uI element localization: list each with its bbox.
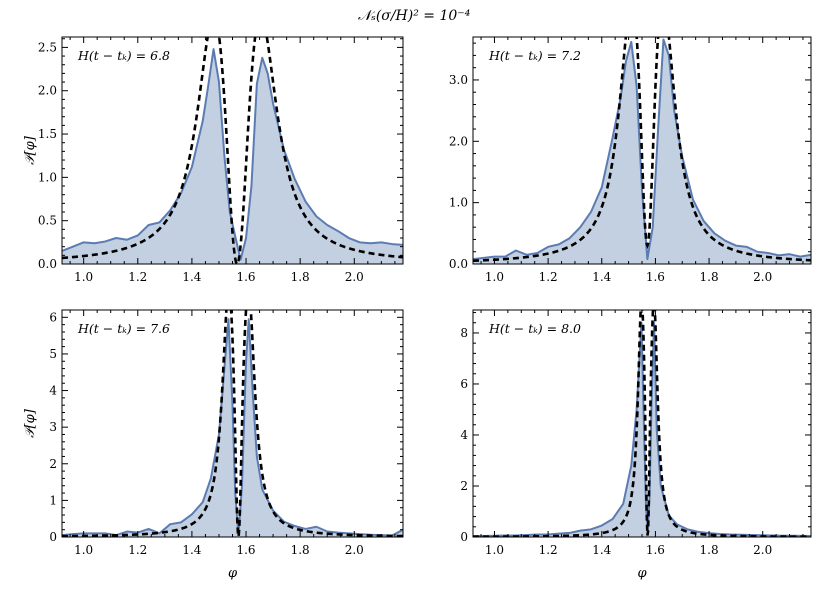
x-tick-label: 1.6 bbox=[646, 270, 665, 284]
panel-annotation: H(t − tₖ) = 7.6 bbox=[77, 321, 170, 336]
x-tick-label: 1.0 bbox=[485, 543, 504, 557]
y-tick-label: 1.0 bbox=[449, 196, 468, 210]
y-tick-label: 0.0 bbox=[449, 257, 468, 271]
x-tick-label: 1.2 bbox=[128, 543, 147, 557]
panel-1: 1.0 1.2 1.4 1.6 1.8 2.0 0.0 0.5 1.0 1.5 2.0 2.5 H(t … bbox=[23, 36, 404, 284]
y-tick-label: 2.5 bbox=[38, 40, 57, 54]
x-tick-label: 1.0 bbox=[485, 270, 504, 284]
x-tick-label: 1.4 bbox=[592, 270, 611, 284]
plot-area bbox=[473, 37, 811, 264]
x-tick-label: 1.0 bbox=[74, 543, 93, 557]
panel-annotation: H(t − tₖ) = 6.8 bbox=[77, 48, 170, 63]
x-tick-label: 1.2 bbox=[539, 543, 558, 557]
fit-curve bbox=[473, 37, 811, 263]
y-tick-label: 1 bbox=[49, 493, 57, 507]
plot-area bbox=[62, 310, 403, 537]
x-tick-label: 2.0 bbox=[345, 270, 364, 284]
histogram-fill bbox=[473, 39, 811, 264]
panel-annotation: H(t − tₖ) = 7.2 bbox=[488, 48, 581, 63]
x-tick-label: 2.0 bbox=[345, 543, 364, 557]
histogram-fill bbox=[473, 322, 811, 537]
fit-curve bbox=[62, 310, 403, 537]
y-tick-label: 0.5 bbox=[38, 214, 57, 228]
x-tick-label: 1.8 bbox=[700, 270, 719, 284]
y-tick-label: 0 bbox=[49, 530, 57, 544]
y-tick-label: 4 bbox=[49, 384, 57, 398]
plot-area bbox=[473, 310, 811, 537]
x-tick-label: 1.6 bbox=[236, 270, 255, 284]
y-tick-label: 2.0 bbox=[449, 134, 468, 148]
y-tick-label: 6 bbox=[460, 377, 468, 391]
x-tick-label: 1.8 bbox=[291, 270, 310, 284]
fit-curve bbox=[473, 310, 811, 537]
y-tick-label: 0.0 bbox=[38, 257, 57, 271]
x-tick-label: 1.6 bbox=[236, 543, 255, 557]
y-tick-label: 8 bbox=[460, 326, 468, 340]
y-tick-label: 0 bbox=[460, 530, 468, 544]
x-tick-label: 1.0 bbox=[74, 270, 93, 284]
panel-4: 1.0 1.2 1.4 1.6 1.8 2.0 0 2 4 6 8 H(t − tₖ) = 8.0 φ bbox=[460, 309, 812, 581]
y-tick-label: 6 bbox=[49, 310, 57, 324]
histogram-line bbox=[62, 318, 403, 537]
panel-annotation: H(t − tₖ) = 8.0 bbox=[488, 321, 581, 336]
y-tick-label: 2 bbox=[460, 479, 468, 493]
y-tick-label: 5 bbox=[49, 347, 57, 361]
x-axis-label: φ bbox=[228, 566, 238, 581]
x-tick-label: 2.0 bbox=[753, 543, 772, 557]
panel-2: 1.0 1.2 1.4 1.6 1.8 2.0 0.0 1.0 2.0 3.0 H(t − tₖ) … bbox=[449, 36, 812, 284]
panel-3: 1.0 1.2 1.4 1.6 1.8 2.0 0 1 2 3 4 5 6 H(t − tₖ) = 7.6… bbox=[23, 309, 404, 581]
y-axis-label: 𝒫[φ] bbox=[23, 135, 38, 165]
x-tick-label: 1.4 bbox=[592, 543, 611, 557]
x-tick-label: 1.2 bbox=[128, 270, 147, 284]
y-tick-label: 4 bbox=[460, 428, 468, 442]
x-tick-label: 1.8 bbox=[291, 543, 310, 557]
x-tick-label: 2.0 bbox=[753, 270, 772, 284]
y-tick-label: 1.5 bbox=[38, 127, 57, 141]
fit-curve bbox=[62, 37, 403, 264]
x-tick-label: 1.8 bbox=[700, 543, 719, 557]
x-axis-label: φ bbox=[637, 566, 647, 581]
y-tick-label: 3.0 bbox=[449, 73, 468, 87]
y-tick-label: 2 bbox=[49, 457, 57, 471]
y-tick-label: 2.0 bbox=[38, 84, 57, 98]
histogram-line bbox=[62, 48, 403, 261]
x-tick-label: 1.4 bbox=[182, 543, 201, 557]
x-tick-label: 1.2 bbox=[539, 270, 558, 284]
y-tick-label: 3 bbox=[49, 420, 57, 434]
x-tick-label: 1.6 bbox=[646, 543, 665, 557]
y-tick-label: 1.0 bbox=[38, 170, 57, 184]
y-axis-label: 𝒫[φ] bbox=[23, 408, 38, 438]
plot-area bbox=[62, 37, 403, 264]
x-tick-label: 1.4 bbox=[182, 270, 201, 284]
figure-title: 𝒩ₛ(σ/H)² = 10⁻⁴ bbox=[358, 8, 471, 24]
